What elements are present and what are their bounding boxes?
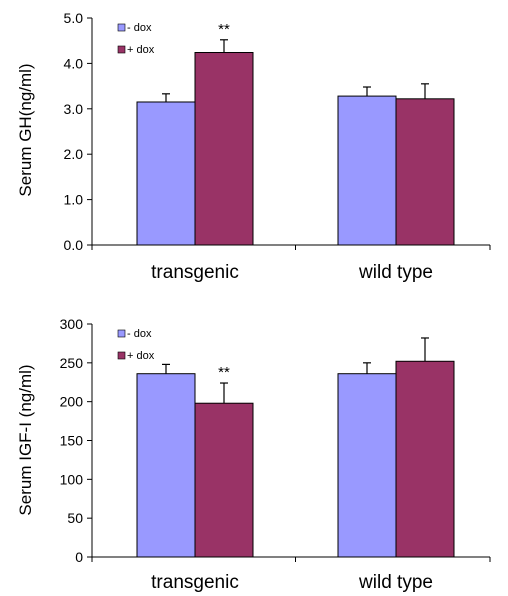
bar xyxy=(396,361,454,557)
y-tick-label: 50 xyxy=(67,510,83,526)
legend-label: - dox xyxy=(127,22,152,34)
category-label: transgenic xyxy=(151,262,239,283)
bar xyxy=(338,96,396,245)
legend-label: + dox xyxy=(127,350,155,362)
bar xyxy=(195,53,253,245)
category-label: wild type xyxy=(358,572,433,593)
y-axis-label: Serum IGF-I (ng/ml) xyxy=(16,364,35,515)
legend-swatch xyxy=(118,24,125,31)
y-tick-label: 4.0 xyxy=(64,55,84,71)
y-tick-labels: 0 50 100 150 200 250 300 xyxy=(60,316,84,565)
bars xyxy=(137,40,454,245)
chart-gh: Serum GH(ng/ml) 0.0 1.0 2.0 3.0 4.0 5.0 trans… xyxy=(16,10,490,283)
category-labels: transgenic wild type xyxy=(151,572,433,593)
y-tick-label: 3.0 xyxy=(64,101,84,117)
y-tick-label: 150 xyxy=(60,433,84,449)
chart-igf: Serum IGF-I (ng/ml) 0 50 100 150 200 250 300 t… xyxy=(16,316,490,593)
y-axis-label: Serum GH(ng/ml) xyxy=(16,63,35,196)
y-tick-label: 2.0 xyxy=(64,146,84,162)
y-tick-label: 1.0 xyxy=(64,192,84,208)
legend: - dox + dox xyxy=(118,328,155,362)
y-tick-label: 5.0 xyxy=(64,10,84,26)
annotations: ** xyxy=(218,364,230,381)
y-tick-label: 300 xyxy=(60,316,84,332)
category-label: transgenic xyxy=(151,572,239,593)
legend-swatch xyxy=(118,46,125,53)
category-label: wild type xyxy=(358,262,433,283)
bar xyxy=(195,403,253,557)
bar xyxy=(137,374,195,557)
y-tick-label: 0.0 xyxy=(64,237,84,253)
y-tick-label: 200 xyxy=(60,394,84,410)
y-tick-labels: 0.0 1.0 2.0 3.0 4.0 5.0 xyxy=(64,10,84,253)
significance-marker: ** xyxy=(218,21,230,38)
y-tick-label: 100 xyxy=(60,471,84,487)
legend-label: + dox xyxy=(127,44,155,56)
bars xyxy=(137,338,454,557)
legend: - dox + dox xyxy=(118,22,155,56)
annotations: ** xyxy=(218,21,230,38)
y-tick-label: 250 xyxy=(60,355,84,371)
legend-swatch xyxy=(118,330,125,337)
bar xyxy=(338,374,396,557)
bar xyxy=(137,102,195,245)
legend-label: - dox xyxy=(127,328,152,340)
legend-swatch xyxy=(118,352,125,359)
bar xyxy=(396,99,454,245)
category-labels: transgenic wild type xyxy=(151,262,433,283)
y-tick-label: 0 xyxy=(75,549,83,565)
significance-marker: ** xyxy=(218,364,230,381)
